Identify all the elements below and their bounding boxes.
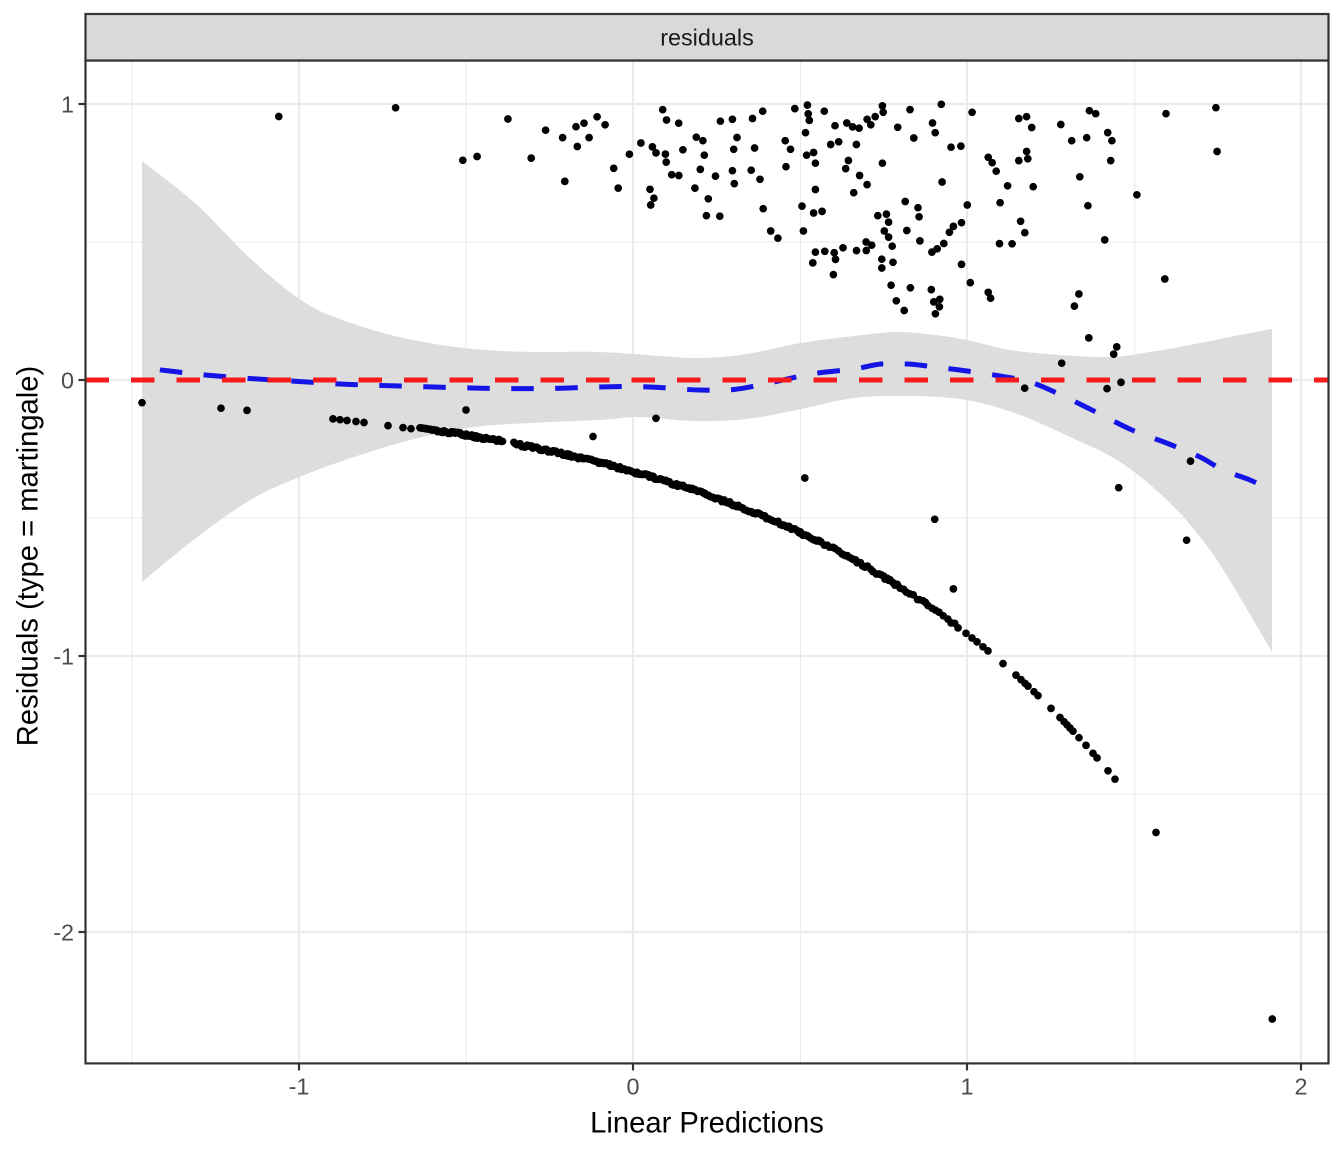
svg-text:Residuals (type = martingale): Residuals (type = martingale): [13, 366, 45, 746]
svg-text:Linear Predictions: Linear Predictions: [590, 1108, 824, 1140]
svg-text:residuals: residuals: [660, 25, 754, 51]
svg-text:1: 1: [960, 1073, 973, 1099]
svg-text:-2: -2: [53, 919, 74, 945]
svg-text:2: 2: [1294, 1073, 1307, 1099]
svg-text:-1: -1: [289, 1073, 310, 1099]
svg-text:1: 1: [61, 91, 74, 117]
svg-text:-1: -1: [53, 643, 74, 669]
svg-text:0: 0: [61, 367, 74, 393]
svg-text:0: 0: [626, 1073, 639, 1099]
